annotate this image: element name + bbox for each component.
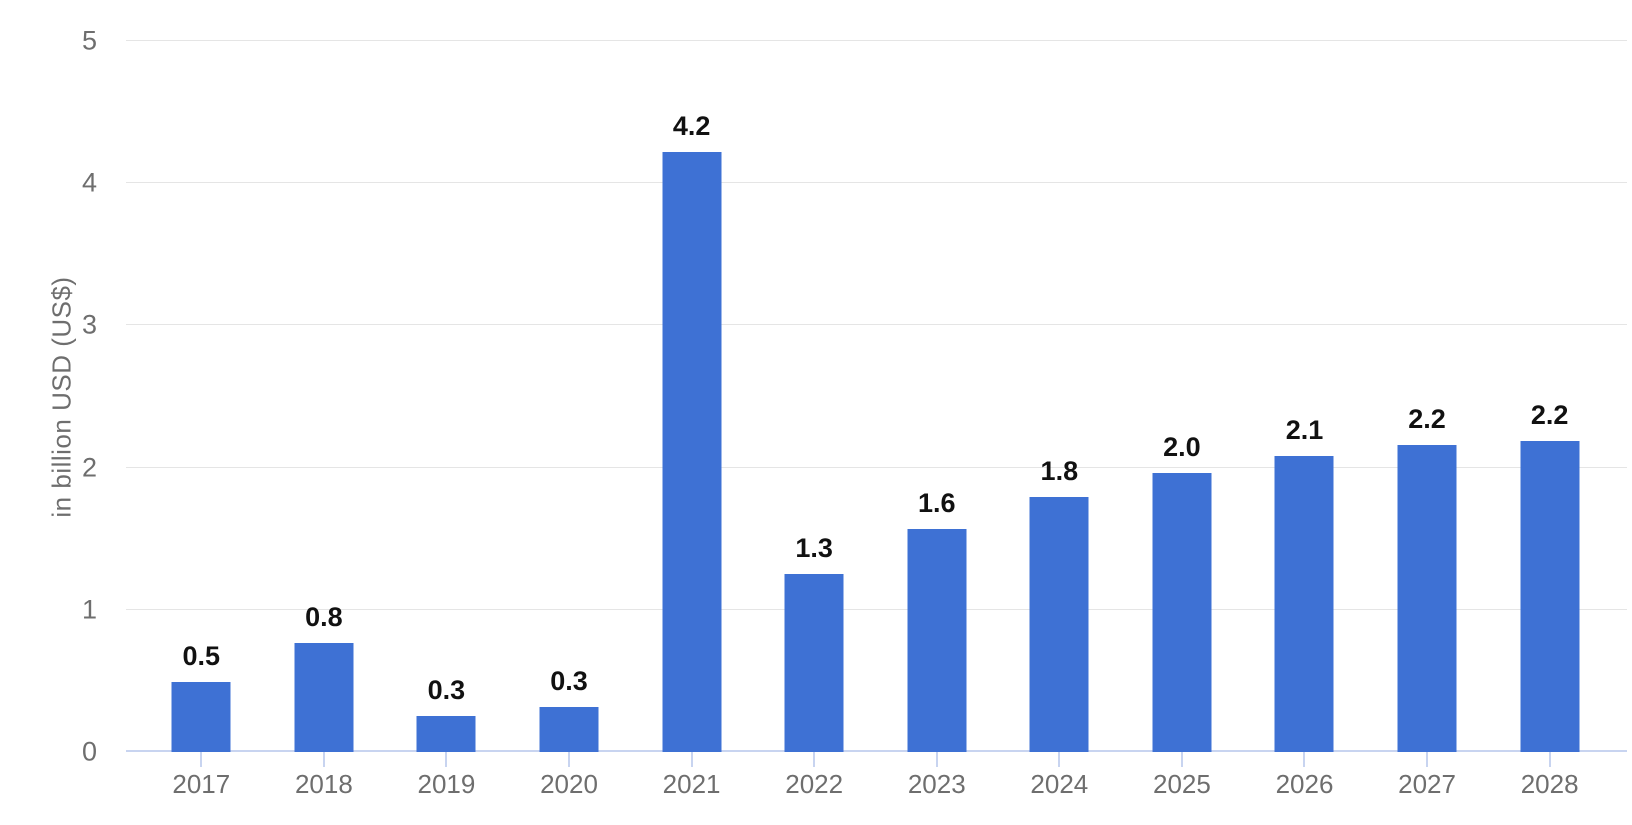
bar-2022[interactable] <box>784 574 844 752</box>
x-tick-label-2019: 2019 <box>417 769 476 799</box>
bar-value-label-2019: 0.3 <box>427 675 466 706</box>
y-tick-label-1: 1 <box>81 594 97 625</box>
x-tick-label-2025: 2025 <box>1152 769 1211 799</box>
x-tick-mark-2024 <box>1058 752 1061 767</box>
y-tick-label-3: 3 <box>81 309 97 340</box>
y-tick-label-4: 4 <box>81 167 97 198</box>
x-tick-label-2018: 2018 <box>294 769 353 799</box>
bar-2024[interactable] <box>1029 497 1089 752</box>
bar-column-2022: 1.3 2022 <box>753 41 876 799</box>
bar-value-label-2024: 1.8 <box>1040 456 1079 487</box>
bar-column-2018: 0.8 2018 <box>263 41 386 799</box>
x-tick-label-2024: 2024 <box>1030 769 1089 799</box>
bar-value-label-2028: 2.2 <box>1530 399 1569 430</box>
x-tick-label-2017: 2017 <box>172 769 231 799</box>
bar-2018[interactable] <box>294 642 354 752</box>
x-tick-label-2021: 2021 <box>662 769 721 799</box>
bar-value-label-2027: 2.2 <box>1408 403 1446 434</box>
bar-2026[interactable] <box>1274 456 1334 752</box>
bar-column-2019: 0.3 2019 <box>385 41 508 799</box>
y-tick-label-5: 5 <box>81 25 97 56</box>
bar-2021[interactable] <box>662 151 722 752</box>
x-tick-label-2020: 2020 <box>540 769 598 799</box>
x-tick-mark-2025 <box>1180 752 1183 767</box>
gridline-2 <box>126 466 1627 468</box>
plot-area: 0.5 2017 0.8 2018 0.3 2019 0.3 2020 4.2 2021 1.3 20… <box>126 40 1627 799</box>
gridline-4 <box>126 182 1627 184</box>
bar-column-2024: 1.8 2024 <box>998 41 1121 799</box>
bar-column-2020: 0.3 2020 <box>508 41 631 799</box>
bar-value-label-2021: 4.2 <box>672 110 711 141</box>
bar-column-2028: 2.2 2028 <box>1488 41 1611 799</box>
bar-2025[interactable] <box>1152 473 1212 752</box>
bar-2019[interactable] <box>416 716 476 752</box>
bar-2020[interactable] <box>539 706 599 752</box>
bar-column-2023: 1.6 2023 <box>875 41 998 799</box>
x-tick-mark-2027 <box>1426 752 1429 767</box>
x-tick-label-2023: 2023 <box>907 769 966 799</box>
bar-value-label-2023: 1.6 <box>917 487 956 518</box>
y-tick-label-0: 0 <box>81 736 97 767</box>
gridline-1 <box>126 608 1627 610</box>
x-tick-mark-2021 <box>690 752 693 767</box>
bar-value-label-2025: 2.0 <box>1163 432 1201 463</box>
x-tick-mark-2018 <box>322 752 325 767</box>
bar-column-2017: 0.5 2017 <box>140 41 263 799</box>
bar-2017[interactable] <box>171 682 231 752</box>
x-axis-line <box>126 750 1627 752</box>
x-tick-mark-2028 <box>1548 752 1551 767</box>
bar-value-label-2020: 0.3 <box>550 665 588 696</box>
bar-value-label-2018: 0.8 <box>305 601 343 632</box>
bar-column-2025: 2.0 2025 <box>1121 41 1244 799</box>
y-tick-label-2: 2 <box>81 452 97 483</box>
x-tick-mark-2017 <box>200 752 203 767</box>
x-tick-mark-2022 <box>813 752 816 767</box>
y-axis-tick-labels: 0 1 2 3 4 5 <box>0 26 97 767</box>
bar-column-2026: 2.1 2026 <box>1243 41 1366 799</box>
x-tick-label-2026: 2026 <box>1275 769 1334 799</box>
x-tick-mark-2020 <box>568 752 571 767</box>
x-tick-label-2028: 2028 <box>1520 769 1579 799</box>
x-tick-mark-2026 <box>1303 752 1306 767</box>
x-tick-mark-2023 <box>935 752 938 767</box>
bar-value-label-2026: 2.1 <box>1285 415 1324 446</box>
bar-value-label-2022: 1.3 <box>795 533 833 564</box>
x-tick-label-2022: 2022 <box>785 769 844 799</box>
bar-bands: 0.5 2017 0.8 2018 0.3 2019 0.3 2020 4.2 2021 1.3 20… <box>140 41 1611 799</box>
gridline-5 <box>126 40 1627 41</box>
bar-column-2027: 2.2 2027 <box>1366 41 1489 799</box>
bar-2028[interactable] <box>1520 440 1580 752</box>
bar-value-label-2017: 0.5 <box>182 641 221 672</box>
bar-2027[interactable] <box>1397 444 1457 752</box>
gridline-3 <box>126 324 1627 326</box>
x-tick-label-2027: 2027 <box>1398 769 1456 799</box>
x-tick-mark-2019 <box>445 752 448 767</box>
bar-2023[interactable] <box>907 528 967 752</box>
bar-column-2021: 4.2 2021 <box>630 41 753 799</box>
